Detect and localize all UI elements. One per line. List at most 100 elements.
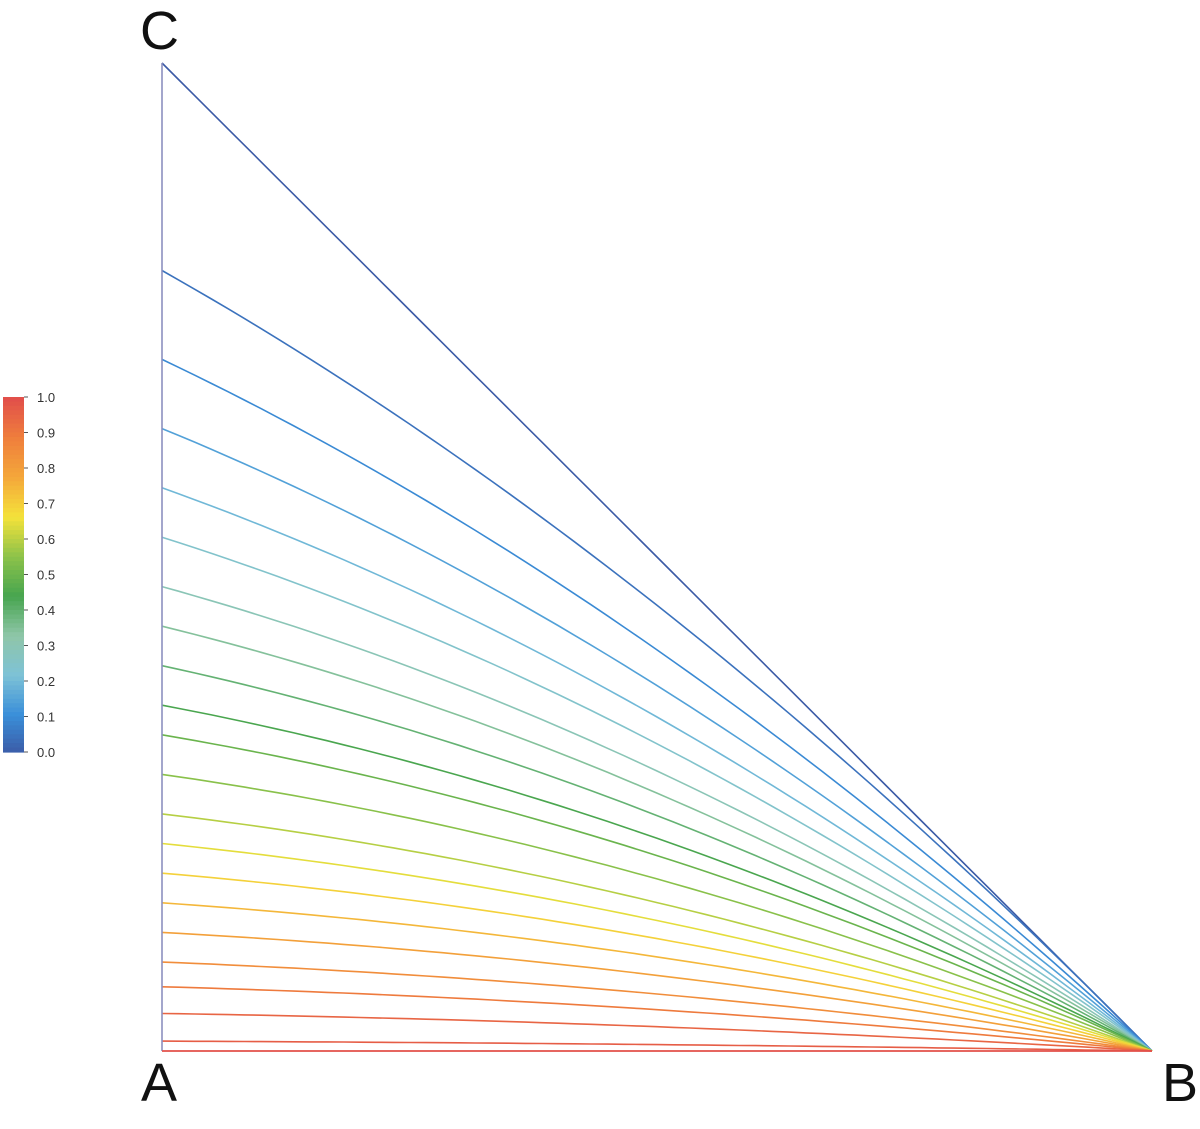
contour-line <box>161 931 1153 1052</box>
colorbar-segment <box>3 610 24 616</box>
colorbar-segment <box>3 574 24 580</box>
colorbar-segment <box>3 645 24 651</box>
colorbar-segment <box>3 507 24 513</box>
colorbar-segment <box>3 428 24 434</box>
colorbar-segment <box>3 543 24 549</box>
colorbar-segment <box>3 601 24 607</box>
contour-lines <box>161 62 1153 1052</box>
vertex-label-c: C <box>140 1 179 61</box>
contour-line <box>161 487 1153 1052</box>
colorbar-segment <box>3 463 24 469</box>
colorbar-segment <box>3 587 24 593</box>
colorbar-segment <box>3 485 24 491</box>
colorbar-segment <box>3 476 24 482</box>
colorbar-tick-label: 0.4 <box>37 603 55 618</box>
colorbar-segment <box>3 712 24 718</box>
colorbar-segment <box>3 649 24 655</box>
colorbar-segment <box>3 450 24 456</box>
contour-line <box>161 358 1153 1052</box>
colorbar-segment <box>3 494 24 500</box>
colorbar-segment <box>3 481 24 487</box>
colorbar: 0.0 0.1 0.2 0.3 0.4 0.5 0.6 0.7 0.8 0.9 1.0 <box>3 390 55 760</box>
colorbar-segment <box>3 654 24 660</box>
colorbar-segment <box>3 521 24 527</box>
colorbar-segment <box>3 627 24 633</box>
contour-line <box>161 704 1153 1052</box>
colorbar-segment <box>3 676 24 682</box>
colorbar-segment <box>3 552 24 558</box>
colorbar-segment <box>3 623 24 629</box>
contour-line <box>161 62 1153 1052</box>
contour-line <box>161 1012 1153 1052</box>
colorbar-segment <box>3 414 24 420</box>
contour-line <box>161 842 1153 1052</box>
colorbar-segment <box>3 539 24 545</box>
colorbar-segment <box>3 747 24 753</box>
colorbar-segment <box>3 556 24 562</box>
colorbar-segment <box>3 734 24 740</box>
colorbar-segment <box>3 570 24 576</box>
colorbar-segment <box>3 490 24 496</box>
colorbar-segment <box>3 445 24 451</box>
colorbar-segment <box>3 618 24 624</box>
colorbar-segment <box>3 401 24 407</box>
colorbar-segment <box>3 725 24 731</box>
contour-line <box>161 664 1153 1052</box>
colorbar-tick-label: 0.7 <box>37 497 55 512</box>
colorbar-tick-label: 0.0 <box>37 745 55 760</box>
colorbar-segment <box>3 716 24 722</box>
colorbar-segment <box>3 707 24 713</box>
colorbar-segment <box>3 596 24 602</box>
colorbar-segment <box>3 636 24 642</box>
colorbar-tick-label: 0.5 <box>37 568 55 583</box>
colorbar-segment <box>3 729 24 735</box>
colorbar-segment <box>3 720 24 726</box>
contour-line <box>161 734 1153 1052</box>
colorbar-tick-label: 0.6 <box>37 532 55 547</box>
colorbar-segment <box>3 689 24 695</box>
colorbar-segment <box>3 685 24 691</box>
colorbar-segment <box>3 419 24 425</box>
colorbar-tick-label: 0.9 <box>37 426 55 441</box>
colorbar-segment <box>3 703 24 709</box>
colorbar-tick-label: 0.3 <box>37 639 55 654</box>
colorbar-segment <box>3 405 24 411</box>
vertex-label-b: B <box>1162 1053 1199 1113</box>
colorbar-segment <box>3 534 24 540</box>
colorbar-segment <box>3 743 24 749</box>
colorbar-segment <box>3 441 24 447</box>
colorbar-segment <box>3 472 24 478</box>
colorbar-segment <box>3 658 24 664</box>
colorbar-segment <box>3 698 24 704</box>
colorbar-segment <box>3 547 24 553</box>
contour-line <box>161 427 1153 1052</box>
colorbar-segment <box>3 672 24 678</box>
colorbar-tick-label: 0.8 <box>37 461 55 476</box>
colorbar-segment <box>3 454 24 460</box>
contour-line <box>161 961 1153 1052</box>
colorbar-segment <box>3 738 24 744</box>
colorbar-segment <box>3 632 24 638</box>
colorbar-segment <box>3 499 24 505</box>
colorbar-segment <box>3 641 24 647</box>
colorbar-segment <box>3 423 24 429</box>
colorbar-segment <box>3 459 24 465</box>
colorbar-tick-label: 1.0 <box>37 390 55 405</box>
colorbar-segment <box>3 436 24 442</box>
colorbar-segment <box>3 503 24 509</box>
contour-line <box>161 872 1153 1052</box>
colorbar-segment <box>3 530 24 536</box>
colorbar-segment <box>3 583 24 589</box>
colorbar-segment <box>3 468 24 474</box>
contour-line <box>161 902 1153 1052</box>
contour-line <box>161 813 1153 1052</box>
colorbar-segment <box>3 614 24 620</box>
contour-line <box>161 536 1153 1052</box>
colorbar-segment <box>3 694 24 700</box>
contour-line <box>161 773 1153 1052</box>
colorbar-segment <box>3 605 24 611</box>
contour-line <box>161 986 1153 1052</box>
colorbar-segment <box>3 516 24 522</box>
vertex-label-a: A <box>141 1053 178 1113</box>
